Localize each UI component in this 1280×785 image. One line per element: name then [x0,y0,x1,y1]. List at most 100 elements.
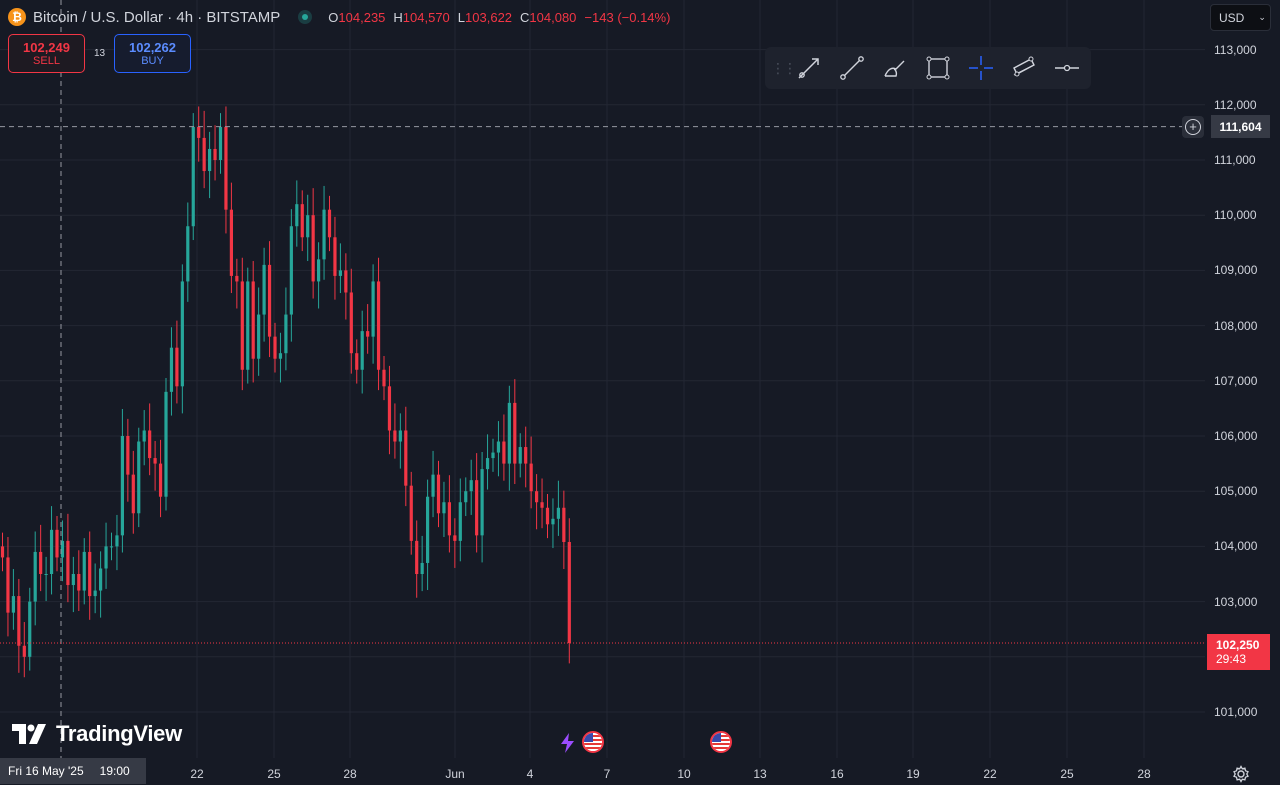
candle [458,478,462,562]
time-tick-label: 13 [753,767,767,781]
candle [507,385,511,491]
time-tick-label: 19 [906,767,920,781]
price-tick-label: 110,000 [1214,208,1257,223]
candle [502,414,506,481]
market-status-icon[interactable] [298,10,313,24]
candle [142,410,146,466]
drag-handle-icon[interactable]: ⋮⋮ [771,59,797,76]
trend-arrow-icon[interactable] [787,50,830,86]
rectangle-icon[interactable] [916,50,959,86]
time-tick-label: 4 [526,767,534,781]
crosshair-icon[interactable] [959,50,1002,86]
candle-body [153,458,157,464]
lightning-event-icon[interactable] [556,731,580,755]
parallel-channel-icon[interactable] [1002,50,1045,86]
candle-body [120,436,124,536]
candle-body [33,551,37,602]
price-tick-label: 101,000 [1214,705,1258,719]
candle [153,440,157,491]
last-price: 102,250 [1216,638,1260,652]
candle [344,253,348,320]
candle [44,556,48,602]
candle [235,258,239,309]
candle [491,438,495,472]
us-flag-event-icon[interactable] [710,731,732,753]
candle [420,535,424,592]
candle [551,498,555,549]
candle-body [71,574,75,586]
candle [33,531,37,626]
candle [545,493,550,539]
candle [371,264,375,364]
us-flag-event-icon[interactable] [582,731,604,753]
candle [0,532,5,572]
candle-body [202,137,206,172]
low-value: 103,622 [465,9,513,25]
candle [28,587,32,671]
low-key: L [457,9,466,25]
brush-icon[interactable] [873,50,916,86]
gear-icon[interactable] [1232,765,1250,783]
time-tick-label: 10 [677,767,691,781]
candle [393,403,397,459]
candle-body [485,458,490,470]
time-tick-label: 28 [1137,767,1151,781]
price-tick-label: 112,000 [1214,97,1257,112]
candle [535,474,539,530]
price-tick-label: 107,000 [1214,373,1258,388]
price-tick-label: 106,000 [1214,429,1258,443]
add-alert-button[interactable]: + [1182,116,1204,138]
candle-body [17,596,21,646]
candle-body [284,314,288,354]
candle-body [464,491,468,503]
candle-body [475,480,479,536]
candle [360,310,364,394]
candle-body [93,590,97,597]
candle-body [344,270,348,293]
candle-body [180,281,184,387]
candle-body [77,574,81,591]
candle-body [251,281,255,359]
symbol-header[interactable]: ₿ Bitcoin / U.S. Dollar · 4h · BITSTAMP … [8,7,670,27]
candle-body [218,126,223,160]
time-axis[interactable]: 22 25 28 Jun 4 7 10 13 16 19 22 25 28 [0,760,1280,785]
price-tick-label: 113,000 [1214,42,1257,57]
trend-line-icon[interactable] [830,50,873,86]
candle [267,241,272,358]
candle [355,339,359,384]
candle-body [109,546,114,548]
candle [480,452,484,563]
candle-body [355,353,359,370]
candle [137,427,141,528]
candle [442,481,446,538]
candle [93,563,97,614]
candle-body [158,463,163,497]
price-tick-label: 108,000 [1214,318,1258,333]
buy-button[interactable]: 102,262 BUY [114,34,191,73]
candle [175,320,179,404]
candle-body [409,485,413,541]
candle-body [49,529,54,574]
candle [436,460,441,528]
candle-body [39,551,43,574]
candle-body [104,546,108,569]
candle [82,538,86,605]
candle-body [436,474,441,514]
symbol-title[interactable]: Bitcoin / U.S. Dollar · 4h · BITSTAMP [33,8,281,26]
candle-body [175,347,179,387]
candle-body [142,430,146,442]
plus-icon: + [1185,119,1201,135]
horizontal-ray-icon[interactable] [1045,50,1088,86]
candle [349,268,353,374]
candle-body [66,540,70,586]
sell-button[interactable]: 102,249 SELL [8,34,85,73]
time-tick-label: 7 [603,767,611,781]
candle-body [300,204,304,238]
currency-selector[interactable]: USD ⌄ [1210,4,1271,31]
candle [475,453,479,553]
candle-body [496,441,501,453]
candle-body [480,469,484,536]
candle-body [224,126,228,210]
candle [109,532,114,561]
